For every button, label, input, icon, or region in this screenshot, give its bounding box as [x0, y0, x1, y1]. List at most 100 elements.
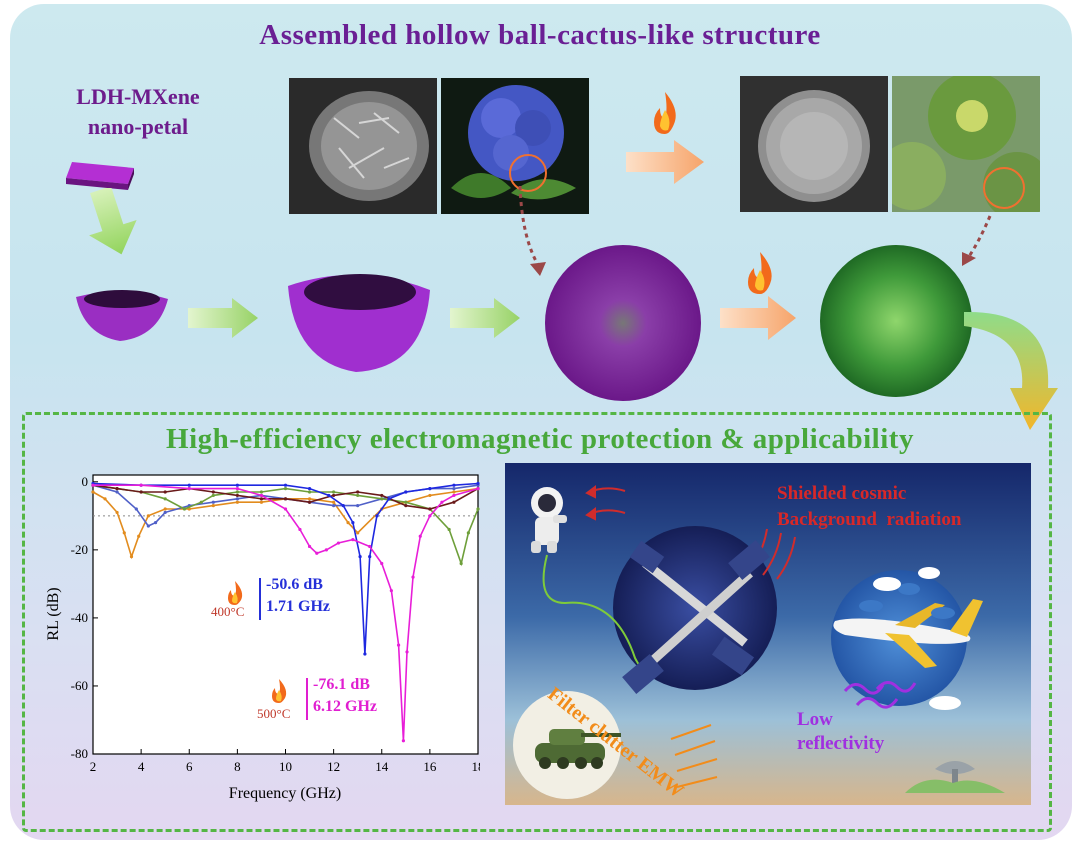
series-0-point	[332, 500, 336, 504]
assembly-arrow-2	[450, 298, 520, 338]
flame-icon-500	[272, 679, 287, 703]
series-3-point	[235, 493, 239, 498]
clouds-icon	[859, 583, 955, 619]
series-4-point	[187, 483, 191, 487]
series-1-point	[332, 504, 336, 508]
x-axis-label: Frequency (GHz)	[229, 785, 341, 802]
series-0-point	[346, 521, 350, 525]
bracket-500	[306, 678, 308, 720]
series-2-point	[211, 493, 215, 498]
series-0-point	[146, 514, 150, 518]
large-hemisphere-icon	[288, 274, 430, 372]
series-1-point	[146, 524, 150, 528]
series-3-point	[356, 490, 360, 494]
series-3-point	[307, 500, 312, 504]
series-5-point	[440, 500, 444, 504]
green-hill	[905, 779, 1005, 793]
series-5-point	[401, 739, 406, 743]
precursor-label: LDH-MXene nano-petal	[76, 84, 200, 139]
series-4-point	[235, 483, 239, 487]
rl-chart-svg: 2 4 6 8 10 12 14 16 18 0 -20 -40 -60 -80 RL (dB) Freq…	[45, 474, 485, 802]
series-3-point	[428, 507, 432, 511]
series-0-point	[235, 500, 239, 504]
series-5-point	[389, 589, 393, 593]
assembly-arrow-1	[188, 298, 258, 338]
series-5-point	[259, 493, 264, 498]
series-0-point	[122, 531, 126, 535]
series-5-point	[139, 483, 143, 487]
series-line-4	[92, 482, 479, 655]
series-1-point	[452, 487, 456, 491]
series-0-point	[259, 500, 264, 504]
y-tick-label: -60	[71, 678, 88, 693]
hollow-sphere-icon	[545, 245, 701, 401]
series-5-point	[91, 483, 95, 487]
x-tick-label: 14	[375, 759, 389, 774]
series-4-point	[428, 487, 432, 491]
series-4-point	[307, 487, 312, 491]
freq-400-value: 1.71 GHz	[266, 598, 330, 615]
series-4-point	[452, 483, 456, 487]
series-5-point	[396, 643, 401, 647]
series-4-point	[476, 481, 480, 486]
shield-text-line2: Background radiation	[777, 509, 962, 530]
series-3-point	[452, 500, 456, 504]
reflect-waves-icon	[843, 681, 917, 709]
small-hemisphere-icon	[76, 290, 168, 341]
series-0-point	[91, 490, 95, 494]
sem-image-ldh-mxene	[289, 78, 437, 214]
series-3-point	[283, 497, 288, 501]
series-5-point	[405, 650, 409, 654]
x-tick-label: 16	[423, 759, 437, 774]
series-5-point	[283, 507, 288, 511]
series-5-point	[428, 514, 432, 518]
series-2-point	[380, 497, 384, 501]
series-4-point	[341, 504, 345, 508]
heat-flame-icon	[654, 92, 676, 134]
series-4-point	[375, 514, 379, 518]
bottom-title: High-efficiency electromagnetic protecti…	[166, 423, 914, 455]
series-2-point	[182, 507, 187, 511]
series-2-point	[332, 490, 336, 494]
rl-500-value: -76.1 dB	[313, 676, 370, 693]
series-1-point	[163, 510, 167, 515]
x-tick-label: 10	[279, 759, 292, 774]
series-3-point	[259, 497, 264, 501]
series-5-point	[235, 487, 239, 491]
series-3-point	[211, 490, 215, 494]
astronaut-icon	[531, 487, 567, 553]
series-4-point	[363, 652, 367, 656]
nano-petal-flake-icon	[66, 162, 134, 190]
application-panel	[22, 412, 1052, 832]
series-4-point	[283, 483, 288, 487]
rl-chart: 2 4 6 8 10 12 14 16 18 0 -20 -40 -60 -80 RL (dB) Freq…	[40, 462, 485, 812]
radar-dish-icon	[935, 761, 975, 789]
y-axis-label: RL (dB)	[45, 587, 62, 640]
hydrangea-photo	[441, 78, 589, 214]
series-0-point	[307, 497, 312, 501]
y-tick-label: 0	[82, 474, 89, 489]
series-1-point	[211, 500, 215, 504]
series-0-point	[211, 504, 215, 508]
tank-icon	[535, 729, 621, 769]
temp-500-label: 500°C	[257, 706, 291, 721]
series-3-point	[404, 504, 408, 508]
series-4-point	[387, 497, 391, 501]
series-2-point	[283, 487, 288, 491]
space-station-icon	[622, 540, 770, 694]
heating-arrow-icon	[626, 140, 704, 184]
series-5-point	[476, 487, 480, 491]
series-2-point	[447, 527, 451, 532]
shield-text-line1: Shielded cosmic	[777, 483, 907, 504]
series-5-point	[411, 575, 415, 579]
y-tick-label: -20	[71, 542, 88, 557]
connector-arrow-right	[962, 215, 992, 266]
series-2-point	[466, 531, 470, 535]
x-tick-label: 8	[234, 759, 241, 774]
x-tick-label: 12	[327, 759, 340, 774]
y-tick-label: -80	[71, 746, 88, 761]
series-3-point	[115, 487, 119, 491]
x-tick-label: 6	[186, 759, 193, 774]
x-tick-label: 18	[472, 759, 481, 774]
series-0-point	[428, 493, 432, 498]
